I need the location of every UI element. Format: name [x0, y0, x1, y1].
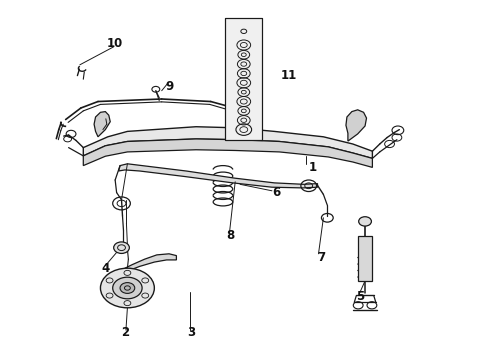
Polygon shape [119, 164, 318, 188]
Text: 9: 9 [165, 80, 173, 93]
Circle shape [100, 268, 154, 308]
Text: 4: 4 [101, 262, 109, 275]
Text: 1: 1 [309, 161, 317, 174]
Text: 11: 11 [281, 69, 297, 82]
Circle shape [120, 283, 135, 293]
Polygon shape [83, 139, 372, 167]
Polygon shape [346, 110, 367, 141]
Bar [225, 18, 262, 140]
Text: 8: 8 [226, 229, 234, 242]
Polygon shape [94, 112, 110, 137]
Text: 3: 3 [187, 327, 195, 339]
Polygon shape [83, 127, 372, 158]
Text: 7: 7 [317, 251, 325, 264]
Polygon shape [125, 254, 176, 271]
Text: 6: 6 [273, 186, 281, 199]
Text: 2: 2 [121, 327, 129, 339]
Text: 5: 5 [356, 291, 364, 303]
Text: 10: 10 [107, 37, 123, 50]
Circle shape [359, 217, 371, 226]
Bar [225, 18, 262, 140]
Circle shape [114, 242, 129, 253]
Bar [358, 236, 372, 281]
Circle shape [113, 277, 142, 299]
